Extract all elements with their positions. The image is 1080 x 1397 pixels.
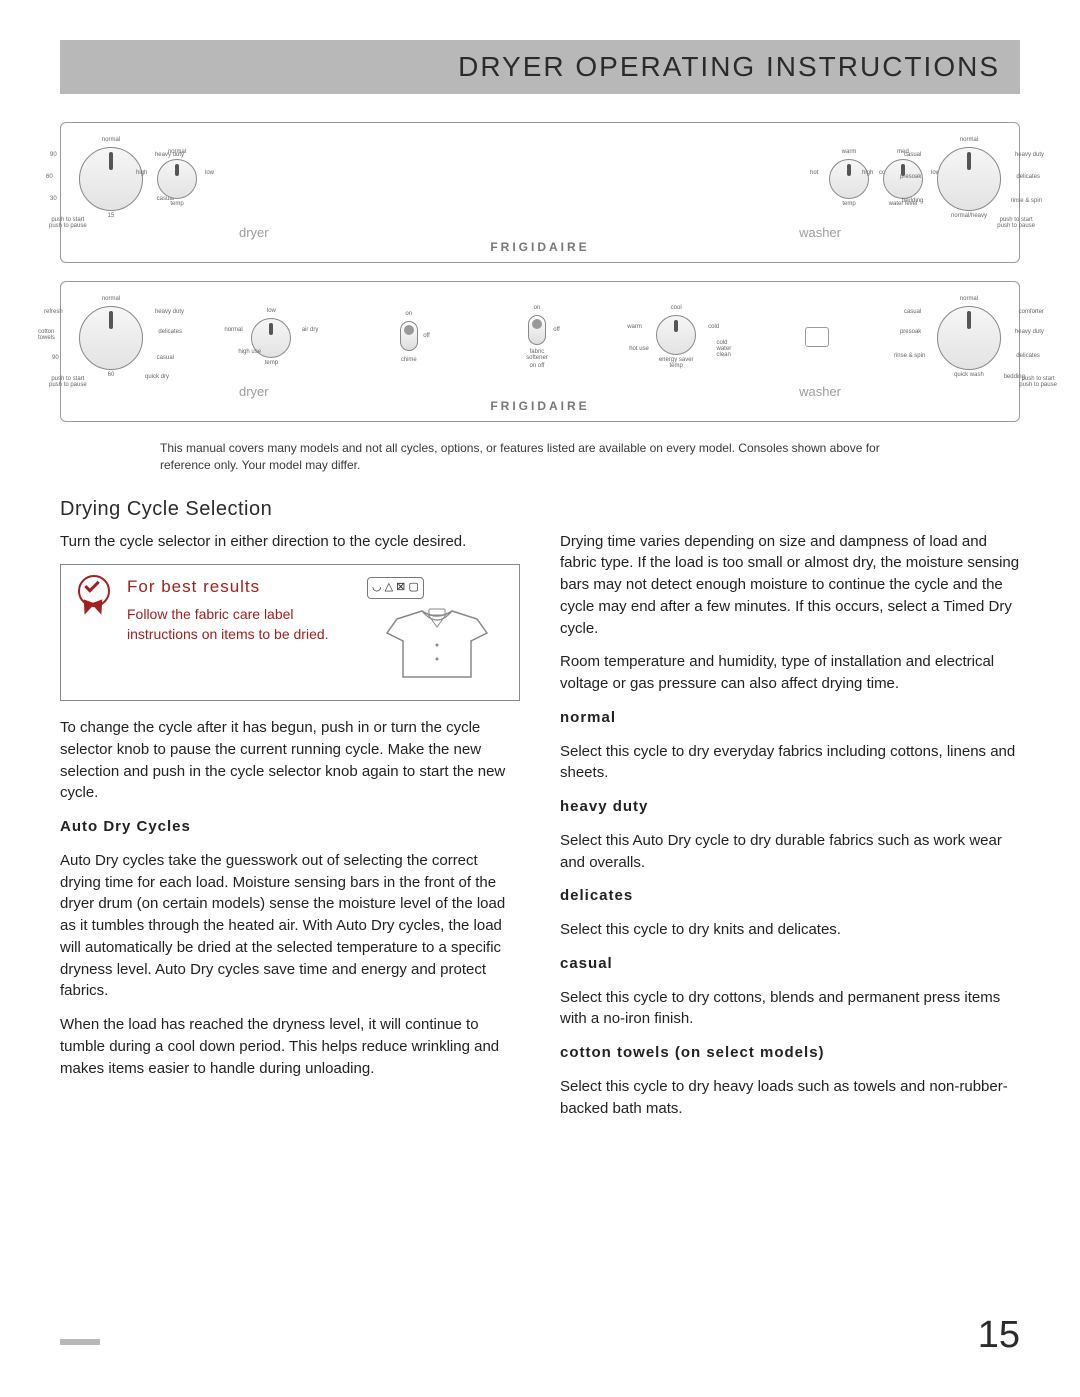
best-results-box: For best results Follow the fabric care … bbox=[60, 564, 520, 701]
best-results-body: Follow the fabric care label instruction… bbox=[127, 604, 355, 645]
ribbon-icon bbox=[73, 575, 115, 617]
brand-label-2: FRIGIDAIRE bbox=[490, 399, 589, 413]
eco-icon bbox=[805, 327, 829, 347]
chime-toggle: on off chime bbox=[400, 311, 418, 363]
title-bar: DRYER OPERATING INSTRUCTIONS bbox=[60, 40, 1020, 94]
care-symbols-icon: ◡ △ ⊠ ▢ bbox=[367, 577, 424, 599]
cycle-heavy-h: heavy duty bbox=[560, 796, 1020, 818]
auto-dry-heading: Auto Dry Cycles bbox=[60, 816, 520, 838]
caption-washer-2: washer bbox=[799, 384, 841, 399]
water-level-dial: med high low water level bbox=[883, 149, 923, 207]
cycle-heavy-p: Select this Auto Dry cycle to dry durabl… bbox=[560, 830, 1020, 874]
dryer-temp-dial-2: low normal air dry high use temp bbox=[251, 308, 291, 366]
caption-washer: washer bbox=[799, 225, 841, 240]
cycle-normal-h: normal bbox=[560, 707, 1020, 729]
footer-rule bbox=[60, 1339, 100, 1345]
shirt-icon bbox=[367, 601, 507, 681]
fabric-softener-toggle: on off fabric softener on off bbox=[526, 305, 548, 369]
washer-temp-dial-2: cool warm cold hot use cold water clean … bbox=[656, 305, 696, 369]
washer-temp-dial: warm hot cold temp bbox=[829, 149, 869, 207]
auto-dry-p2: When the load has reached the dryness le… bbox=[60, 1014, 520, 1079]
dryer-temp-dial: normal high low temp bbox=[157, 149, 197, 207]
dryer-cycle-dial-2: normal refresh cotton towels 90 heavy du… bbox=[79, 296, 143, 378]
page-title: DRYER OPERATING INSTRUCTIONS bbox=[458, 51, 1000, 83]
cycle-cotton-p: Select this cycle to dry heavy loads suc… bbox=[560, 1076, 1020, 1120]
page-number: 15 bbox=[978, 1314, 1020, 1357]
caption-dryer-2: dryer bbox=[239, 384, 269, 399]
left-column: Turn the cycle selector in either direct… bbox=[60, 531, 520, 1132]
cycle-delicates-h: delicates bbox=[560, 885, 1020, 907]
brand-label: FRIGIDAIRE bbox=[490, 240, 589, 254]
washer-cycle-dial: normal casual heavy duty presoak delicat… bbox=[937, 137, 1001, 219]
dryer-cycle-dial: normal 90 60 30 heavy duty delicates cas… bbox=[79, 137, 143, 219]
intro-text: Turn the cycle selector in either direct… bbox=[60, 531, 520, 553]
cycle-delicates-p: Select this cycle to dry knits and delic… bbox=[560, 919, 1020, 941]
disclaimer-text: This manual covers many models and not a… bbox=[160, 440, 920, 474]
drying-time-p2: Room temperature and humidity, type of i… bbox=[560, 651, 1020, 695]
drying-time-p1: Drying time varies depending on size and… bbox=[560, 531, 1020, 640]
control-panel-2: normal refresh cotton towels 90 heavy du… bbox=[60, 281, 1020, 422]
cycle-normal-p: Select this cycle to dry everyday fabric… bbox=[560, 741, 1020, 785]
right-column: Drying time varies depending on size and… bbox=[560, 531, 1020, 1132]
change-cycle-text: To change the cycle after it has begun, … bbox=[60, 717, 520, 804]
washer-cycle-dial-2: normal casual comforter presoak heavy du… bbox=[937, 296, 1001, 378]
section-title: Drying Cycle Selection bbox=[60, 498, 1020, 521]
auto-dry-p1: Auto Dry cycles take the guesswork out o… bbox=[60, 850, 520, 1002]
caption-dryer: dryer bbox=[239, 225, 269, 240]
best-results-heading: For best results bbox=[127, 575, 355, 600]
control-panel-1: normal 90 60 30 heavy duty delicates cas… bbox=[60, 122, 1020, 263]
cycle-casual-h: casual bbox=[560, 953, 1020, 975]
cycle-casual-p: Select this cycle to dry cottons, blends… bbox=[560, 987, 1020, 1031]
cycle-cotton-h: cotton towels (on select models) bbox=[560, 1042, 1020, 1064]
